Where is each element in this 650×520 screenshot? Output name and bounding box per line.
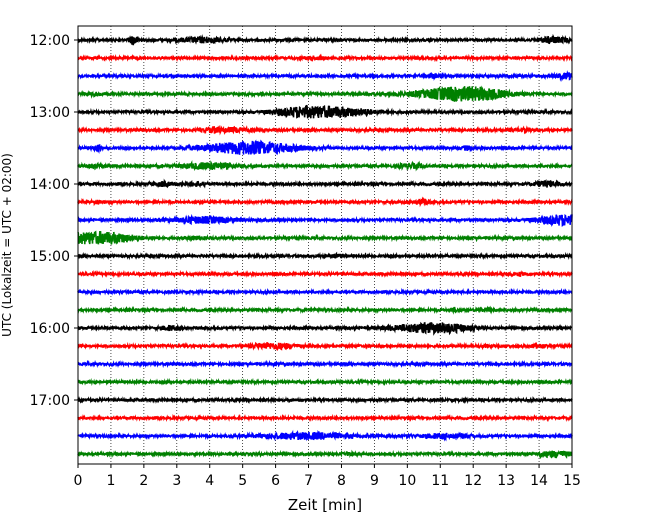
y-tick-label-16:00: 16:00 — [30, 321, 70, 337]
trace-12:00 — [77, 33, 573, 46]
x-tick-label-5: 5 — [238, 473, 247, 489]
vertical-grid — [110, 26, 540, 464]
x-axis-ticks: 0 1 2 3 4 5 6 7 8 9 10 11 12 13 14 15 — [74, 464, 581, 489]
x-tick-label-13: 13 — [497, 473, 515, 489]
trace-17:15 — [77, 413, 573, 423]
trace-13:45 — [77, 159, 573, 172]
y-tick-label-17:00: 17:00 — [30, 393, 70, 409]
trace-16:30 — [77, 359, 573, 369]
trace-16:15 — [77, 341, 573, 352]
x-tick-label-6: 6 — [271, 473, 280, 489]
trace-17:00 — [77, 395, 573, 405]
trace-17:30 — [77, 429, 573, 442]
trace-15:45 — [77, 305, 573, 315]
x-tick-label-14: 14 — [530, 473, 548, 489]
trace-14:45 — [77, 230, 573, 245]
x-axis-label: Zeit [min] — [288, 496, 362, 514]
y-tick-label-13:00: 13:00 — [30, 105, 70, 121]
x-tick-label-1: 1 — [106, 473, 115, 489]
trace-14:15 — [77, 196, 573, 208]
x-tick-label-10: 10 — [398, 473, 416, 489]
trace-14:00 — [77, 178, 573, 189]
trace-12:30 — [77, 70, 573, 82]
x-tick-label-3: 3 — [172, 473, 181, 489]
x-tick-label-8: 8 — [337, 473, 346, 489]
trace-16:45 — [77, 377, 573, 387]
x-tick-label-7: 7 — [304, 473, 313, 489]
seismic-traces — [77, 33, 573, 460]
x-tick-label-4: 4 — [205, 473, 214, 489]
x-tick-label-12: 12 — [464, 473, 482, 489]
y-tick-label-12:00: 12:00 — [30, 33, 70, 49]
trace-12:45 — [77, 85, 573, 102]
trace-15:15 — [77, 269, 573, 279]
trace-15:00 — [77, 251, 573, 261]
x-tick-label-11: 11 — [431, 473, 449, 489]
y-tick-label-14:00: 14:00 — [30, 177, 70, 193]
y-tick-label-15:00: 15:00 — [30, 249, 70, 265]
trace-12:15 — [77, 53, 573, 63]
trace-13:15 — [77, 124, 573, 136]
trace-15:30 — [77, 287, 573, 297]
trace-13:30 — [77, 139, 573, 156]
x-tick-label-2: 2 — [139, 473, 148, 489]
x-tick-label-0: 0 — [74, 473, 83, 489]
trace-17:45 — [77, 449, 573, 460]
plot-frame — [77, 25, 573, 465]
x-tick-label-9: 9 — [370, 473, 379, 489]
x-tick-label-15: 15 — [563, 473, 581, 489]
trace-13:00 — [77, 104, 573, 119]
y-axis-label: UTC (Lokalzeit = UTC + 02:00) — [0, 153, 14, 337]
trace-14:30 — [77, 213, 573, 227]
trace-16:00 — [77, 321, 573, 336]
y-axis-ticks: 12:00 13:00 14:00 15:00 16:00 17:00 — [30, 33, 78, 409]
